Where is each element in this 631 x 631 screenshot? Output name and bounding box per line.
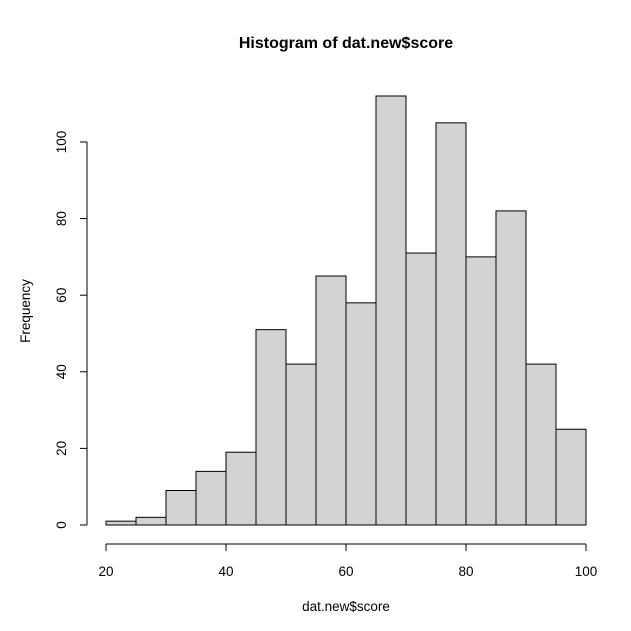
histogram-bar-60-65 [345,302,377,526]
histogram-bar-40-45 [225,451,257,526]
x-tick-label: 40 [218,564,233,579]
y-tick-label: 100 [54,131,69,154]
chart-title: Histogram of dat.new$score [239,35,453,52]
histogram-bar-55-60 [315,275,347,526]
histogram-bar-65-70 [375,95,407,526]
y-tick-label: 40 [54,364,69,379]
x-axis: 20 40 60 80 100 [98,543,598,579]
x-tick-label: 100 [575,564,598,579]
histogram-bar-90-95 [525,363,557,526]
histogram-bar-95-100 [555,428,587,526]
histogram-bar-45-50 [255,329,287,526]
histogram-bar-80-85 [465,256,497,526]
y-tick-label: 60 [54,288,69,303]
x-tick-label: 60 [338,564,353,579]
histogram-bar-35-40 [195,470,227,526]
y-axis-label: Frequency [18,279,33,343]
histogram-bar-25-30 [135,516,167,526]
histogram-bar-30-35 [165,490,197,526]
histogram-bar-50-55 [285,363,317,526]
x-axis-label: dat.new$score [302,599,390,614]
x-tick-label: 80 [458,564,473,579]
y-tick-label: 0 [54,521,69,529]
histogram-bar-20-25 [105,520,137,526]
y-tick-label: 80 [54,211,69,226]
x-tick-label: 20 [98,564,113,579]
histogram-bar-70-75 [405,252,437,526]
y-axis: 0 20 40 60 80 100 [54,131,88,529]
histogram-bar-85-90 [495,210,527,526]
y-tick-label: 20 [54,441,69,456]
histogram-bar-75-80 [435,122,467,526]
bars-group [105,95,587,526]
